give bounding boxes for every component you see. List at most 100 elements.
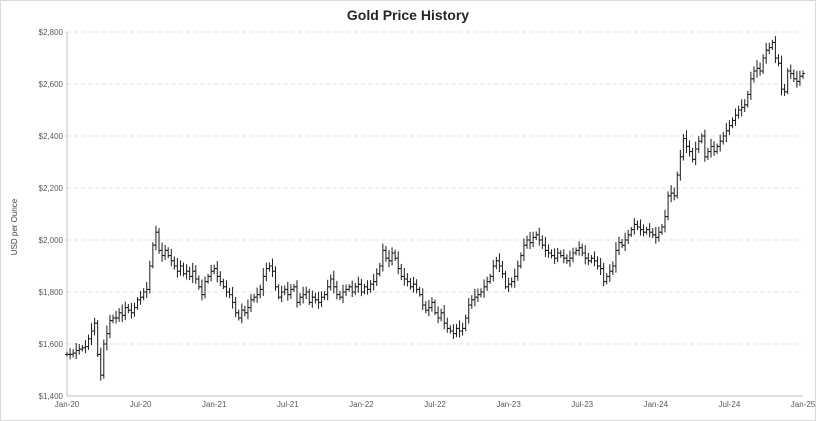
- ohlc-bar: [408, 277, 413, 290]
- ohlc-bar: [761, 54, 766, 74]
- ohlc-bar: [126, 303, 131, 314]
- ohlc-bar: [586, 252, 591, 266]
- ohlc-bar: [89, 323, 94, 346]
- ohlc-bar: [583, 245, 588, 265]
- ohlc-bar: [107, 314, 112, 339]
- ohlc-bar: [675, 171, 680, 199]
- ohlc-bar: [181, 262, 186, 277]
- ohlc-bar: [331, 270, 336, 294]
- x-tick-label: Jan-21: [202, 400, 227, 409]
- ohlc-bar: [592, 251, 597, 267]
- y-axis-label: USD per Ounce: [10, 198, 19, 255]
- ohlc-bar: [549, 249, 554, 259]
- ohlc-bar: [362, 283, 367, 295]
- ohlc-bar: [221, 278, 226, 290]
- ohlc-bar: [291, 283, 296, 292]
- x-tick-label: Jul-21: [277, 400, 299, 409]
- ohlc-bar: [255, 287, 260, 303]
- y-tick-label: $1,800: [39, 288, 64, 297]
- ohlc-bar: [298, 293, 303, 306]
- ohlc-bar: [95, 320, 100, 357]
- chart-title: Gold Price History: [346, 7, 470, 23]
- ohlc-bar: [322, 291, 327, 300]
- ohlc-bar: [564, 254, 569, 264]
- ohlc-bar: [589, 255, 594, 264]
- ohlc-bar: [626, 229, 631, 244]
- ohlc-bar: [663, 209, 667, 233]
- ohlc-bar: [518, 252, 523, 269]
- ohlc-bar: [334, 280, 339, 300]
- ohlc-bar: [279, 285, 284, 303]
- ohlc-bar: [439, 308, 444, 322]
- ohlc-bar: [411, 276, 416, 293]
- ohlc-bar: [341, 284, 345, 304]
- ohlc-bar: [215, 261, 220, 283]
- ohlc-bar: [236, 309, 241, 321]
- ohlc-bar: [687, 140, 692, 157]
- ohlc-bar: [794, 71, 799, 88]
- ohlc-bar: [457, 320, 462, 338]
- ohlc-bar: [497, 253, 502, 273]
- x-tick-label: Jul-20: [130, 400, 152, 409]
- ohlc-bar: [788, 64, 793, 79]
- ohlc-bar: [371, 273, 376, 291]
- x-tick-label: Jan-24: [644, 400, 669, 409]
- ohlc-bar: [580, 243, 585, 257]
- ohlc-bar: [528, 231, 533, 250]
- ohlc-bar: [252, 293, 257, 303]
- ohlc-bar: [552, 248, 557, 265]
- ohlc-bar: [86, 334, 91, 350]
- ohlc-bar: [445, 317, 450, 333]
- ohlc-bar: [175, 257, 180, 278]
- ohlc-bar: [454, 323, 459, 338]
- ohlc-bar: [482, 279, 487, 298]
- ohlc-bar: [724, 123, 729, 143]
- ohlc-bar: [525, 235, 529, 249]
- ohlc-bar: [301, 286, 306, 304]
- ohlc-bar: [114, 310, 119, 324]
- ohlc-bar: [350, 280, 355, 297]
- ohlc-bar: [245, 299, 250, 320]
- ohlc-bar: [797, 70, 802, 86]
- ohlc-bar: [607, 264, 612, 283]
- ohlc-bar: [258, 284, 263, 299]
- ohlc-bar: [604, 273, 609, 285]
- ohlc-bar: [632, 218, 637, 235]
- ohlc-bar: [494, 256, 499, 270]
- ohlc-bar: [319, 291, 324, 307]
- ohlc-bar: [383, 245, 388, 262]
- ohlc-bar: [150, 242, 155, 269]
- ohlc-bar: [558, 250, 563, 258]
- ohlc-bar: [758, 62, 763, 76]
- ohlc-bar: [242, 305, 247, 317]
- y-tick-label: $2,800: [39, 28, 64, 37]
- ohlc-bar: [429, 297, 434, 312]
- ohlc-bar: [380, 243, 385, 272]
- ohlc-bar: [742, 99, 747, 112]
- ohlc-bar: [402, 268, 407, 286]
- ohlc-bar: [347, 284, 352, 292]
- ohlc-bar: [595, 256, 600, 270]
- ohlc-bar: [782, 84, 787, 96]
- ohlc-bar: [712, 141, 717, 156]
- ohlc-bar: [776, 54, 781, 67]
- ohlc-bar: [74, 342, 79, 360]
- ohlc-bar: [770, 39, 775, 50]
- ohlc-bar: [92, 317, 97, 336]
- ohlc-bar: [684, 130, 689, 154]
- ohlc-bar: [534, 231, 539, 241]
- ohlc-bar: [178, 260, 183, 276]
- ohlc-bar: [733, 108, 738, 126]
- x-tick-label: Jul-22: [424, 400, 446, 409]
- x-tick-label: Jan-25: [791, 400, 815, 409]
- ohlc-bar: [546, 244, 551, 258]
- ohlc-bar: [123, 301, 128, 321]
- ohlc-bar: [718, 134, 723, 152]
- ohlc-bar: [521, 238, 526, 262]
- y-tick-label: $1,600: [39, 340, 64, 349]
- ohlc-bar: [699, 133, 704, 144]
- ohlc-bar: [764, 42, 769, 64]
- ohlc-bar: [463, 314, 468, 332]
- ohlc-bar: [160, 242, 165, 262]
